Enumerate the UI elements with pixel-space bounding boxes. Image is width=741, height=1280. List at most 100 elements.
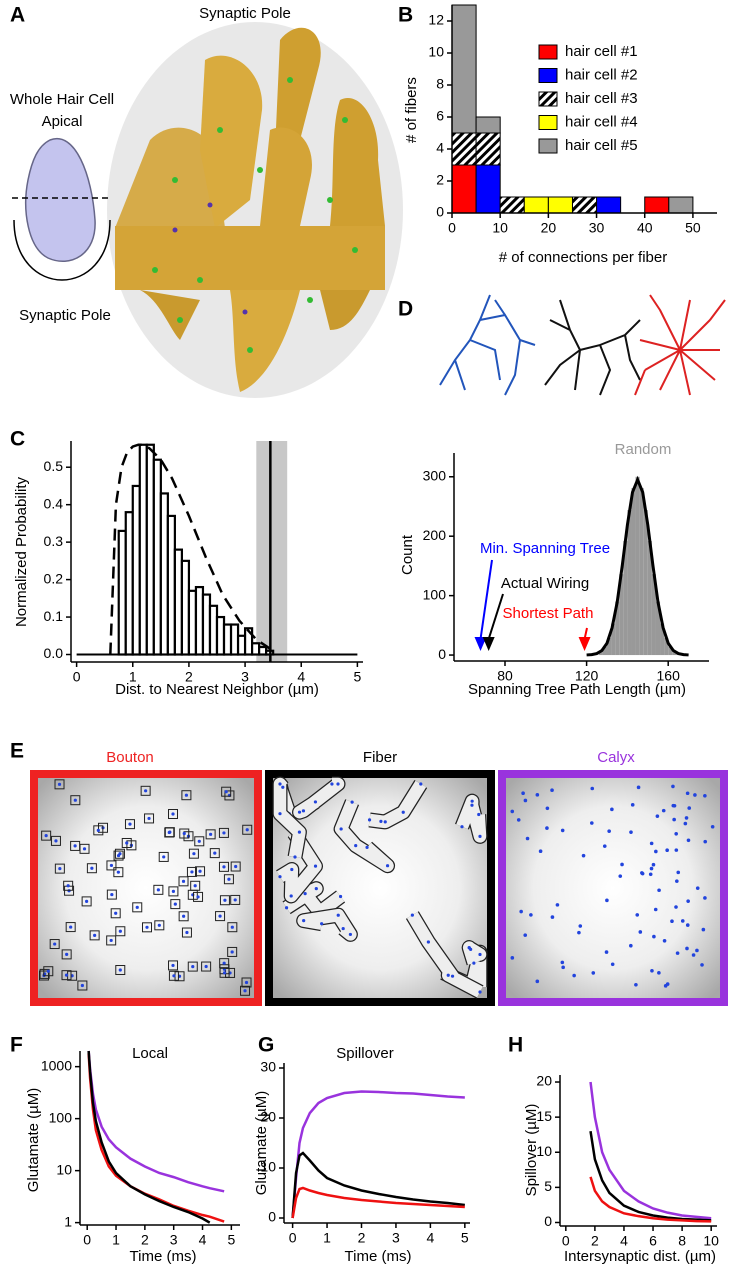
- bouton-box: [230, 894, 241, 905]
- x-tick-label: 2: [358, 1230, 366, 1246]
- y-tick-label: 1: [64, 1213, 72, 1229]
- bar: [615, 601, 620, 656]
- hair-cell-inset: [12, 137, 112, 281]
- y-tick-label: 0: [436, 204, 444, 220]
- tree-diagrams: [439, 294, 726, 396]
- bar: [611, 623, 616, 656]
- x-tick-label: 160: [657, 668, 681, 684]
- release-site: [535, 979, 540, 984]
- fit-curve: [109, 443, 274, 655]
- release-site: [193, 884, 197, 888]
- release-site: [222, 831, 226, 835]
- release-site: [674, 832, 678, 836]
- release-site: [590, 821, 594, 825]
- legend-label: hair cell #2: [565, 66, 638, 83]
- release-site: [521, 791, 525, 796]
- release-site: [674, 905, 678, 909]
- panel-e-fields: [30, 770, 728, 1006]
- release-site: [90, 866, 94, 870]
- release-site: [116, 870, 120, 874]
- x-tick-label: 10: [492, 220, 508, 236]
- panel-label: A: [10, 4, 25, 27]
- release-site: [227, 877, 231, 881]
- bouton-box: [227, 922, 238, 933]
- release-site: [634, 982, 638, 987]
- release-site: [578, 924, 583, 928]
- release-site: [196, 895, 200, 899]
- release-site: [703, 896, 707, 900]
- release-site: [672, 803, 677, 808]
- series-line: [87, 1050, 225, 1193]
- bouton-box: [209, 848, 220, 859]
- y-tick-label: 0.4: [44, 495, 64, 511]
- release-site: [460, 825, 464, 829]
- x-tick-label: 3: [392, 1230, 400, 1246]
- bar: [643, 510, 648, 656]
- release-site: [676, 870, 681, 875]
- x-tick-label: 4: [620, 1233, 628, 1249]
- bouton-box: [61, 970, 72, 981]
- bouton-box: [63, 880, 74, 891]
- bouton-box: [39, 968, 50, 979]
- release-site: [116, 853, 121, 858]
- release-site: [703, 839, 708, 844]
- x-tick-label: 1: [323, 1230, 331, 1246]
- y-tick-label: 100: [49, 1109, 73, 1125]
- y-axis-label: Normalized Probability: [13, 476, 30, 627]
- bar: [598, 651, 603, 656]
- release-site: [222, 961, 226, 965]
- y-tick-label: 10: [536, 1143, 552, 1159]
- release-site: [477, 812, 481, 817]
- release-site: [109, 863, 114, 868]
- release-site: [46, 969, 50, 973]
- bouton-box: [195, 866, 206, 877]
- release-site: [640, 871, 644, 875]
- panel-a-render: [107, 22, 403, 398]
- y-axis-label: # of fibers: [403, 77, 420, 143]
- release-site: [96, 828, 100, 832]
- release-site: [685, 946, 689, 951]
- release-site: [157, 923, 161, 927]
- bar: [623, 540, 628, 656]
- x-tick-label: 0: [562, 1233, 570, 1249]
- bar: [627, 510, 632, 656]
- release-site: [44, 834, 48, 838]
- release-site: [620, 862, 624, 867]
- bar: [660, 623, 665, 656]
- chart-title: Random: [615, 441, 672, 458]
- release-site: [213, 851, 217, 855]
- bouton-box: [168, 970, 179, 981]
- inset-label: Whole Hair Cell: [10, 91, 114, 108]
- y-tick-label: 6: [436, 108, 444, 124]
- release-site: [545, 826, 549, 830]
- y-tick-label: 0.3: [44, 533, 64, 549]
- release-site: [650, 968, 654, 973]
- x-tick-label: 3: [170, 1232, 178, 1248]
- bouton-box: [153, 884, 164, 895]
- bouton-box: [186, 866, 197, 877]
- release-site: [695, 948, 699, 953]
- release-site: [519, 909, 523, 914]
- x-tick-label: 10: [703, 1233, 719, 1249]
- release-site: [684, 816, 689, 820]
- bouton-box: [201, 961, 212, 972]
- release-site: [419, 782, 423, 786]
- x-tick-label: 20: [541, 220, 557, 236]
- release-site: [693, 793, 697, 797]
- bouton-box: [115, 965, 126, 976]
- bouton-box: [205, 829, 216, 840]
- y-tick-label: 0: [544, 1213, 552, 1229]
- chart-title: Spillover: [336, 1045, 394, 1062]
- panel-label: C: [10, 428, 25, 451]
- bouton-box: [49, 939, 60, 950]
- bar: [631, 488, 636, 656]
- y-tick-label: 10: [428, 44, 444, 60]
- y-axis-label: Spillover (µM): [523, 1104, 540, 1197]
- x-tick-label: 5: [227, 1232, 235, 1248]
- bouton-box: [219, 895, 230, 906]
- release-site: [66, 884, 70, 888]
- release-site: [281, 785, 285, 789]
- release-site: [82, 847, 87, 851]
- bar: [644, 196, 670, 214]
- release-site: [314, 887, 318, 891]
